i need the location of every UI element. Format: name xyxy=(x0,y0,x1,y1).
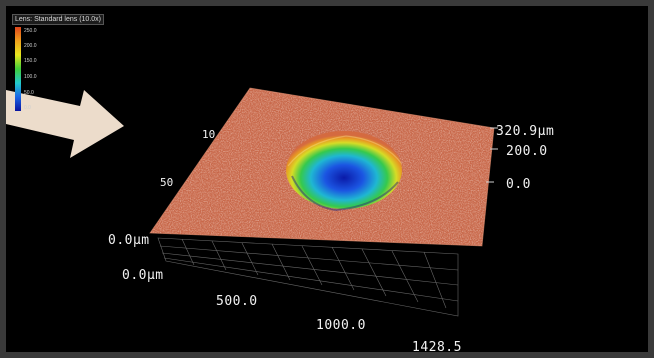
colorbar-tick: 0.0 xyxy=(24,105,31,111)
x-axis-tick-label: 500.0 xyxy=(216,294,258,309)
surface-plot xyxy=(6,87,498,317)
crater-pit xyxy=(286,131,403,212)
colorbar-tick: 150.0 xyxy=(24,58,37,64)
y-axis-partial-label: 50 xyxy=(160,176,174,189)
z-axis-max-label: 320.9μm xyxy=(496,124,555,139)
colorbar-tick: 200.0 xyxy=(24,43,37,49)
colorbar-tick: 250.0 xyxy=(24,28,37,34)
x-axis-tick-label: 1000.0 xyxy=(316,318,366,333)
lens-label: Lens: Standard lens (10.0x) xyxy=(12,14,104,25)
z-axis-low-label: 0.0 xyxy=(506,177,531,192)
y-axis-partial-label: 10 xyxy=(202,128,216,141)
3d-profile-viewer[interactable]: Lens: Standard lens (10.0x) 250.0 200.0 … xyxy=(6,6,648,352)
colorbar-tick: 50.0 xyxy=(24,90,34,96)
x-axis-end-label: 1428.5 xyxy=(412,340,462,352)
z-axis-mid-label: 200.0 xyxy=(506,144,548,159)
annotation-arrow xyxy=(6,90,124,158)
colorbar-tick: 100.0 xyxy=(24,74,37,80)
x-axis-origin-label: 0.0μm xyxy=(122,268,164,283)
y-axis-origin-label: 0.0μm xyxy=(108,233,150,248)
height-colorbar xyxy=(15,27,21,111)
z-axis-ticks xyxy=(486,127,498,183)
floor-grid xyxy=(157,237,459,317)
